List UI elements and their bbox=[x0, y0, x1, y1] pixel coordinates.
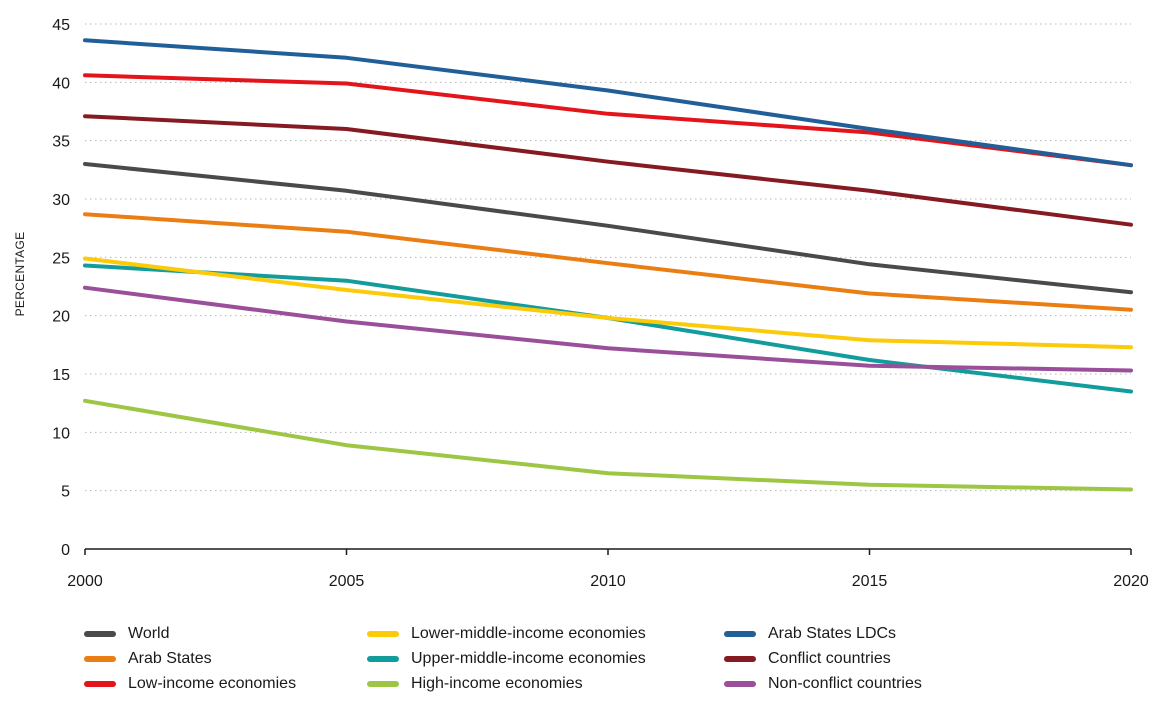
series-line-arab-states bbox=[83, 212, 1133, 312]
y-tick-label: 25 bbox=[52, 250, 70, 267]
legend-label: Upper-middle-income economies bbox=[411, 650, 646, 667]
series-line-non-conflict-countries bbox=[83, 285, 1133, 373]
series-line-conflict-countries bbox=[83, 114, 1133, 227]
legend-label: World bbox=[128, 625, 170, 642]
series-lines bbox=[83, 38, 1133, 492]
legend-item: Arab States bbox=[84, 647, 212, 671]
series-line-high-income-economies bbox=[83, 398, 1133, 492]
legend-swatch bbox=[724, 631, 756, 637]
y-tick-label: 10 bbox=[52, 425, 70, 442]
legend-item: Low-income economies bbox=[84, 672, 296, 696]
gridlines bbox=[85, 23, 1131, 492]
series-line-upper-middle-income-economies bbox=[83, 263, 1133, 394]
y-tick-label: 20 bbox=[52, 309, 70, 326]
legend-swatch bbox=[84, 656, 116, 662]
x-tick-label: 2010 bbox=[590, 573, 626, 590]
legend-item: Upper-middle-income economies bbox=[367, 647, 646, 671]
y-axis-title: PERCENTAGE bbox=[13, 232, 27, 317]
legend-item: Arab States LDCs bbox=[724, 622, 896, 646]
x-tick-label: 2015 bbox=[852, 573, 888, 590]
y-tick-label: 5 bbox=[61, 484, 70, 501]
x-axis: 2000 2005 2010 2015 2020 bbox=[67, 548, 1149, 590]
y-axis-ticks: 0 5 10 15 20 25 30 35 40 45 bbox=[52, 17, 70, 559]
y-tick-label: 15 bbox=[52, 367, 70, 384]
series-line-lower-middle-income-economies bbox=[83, 256, 1133, 350]
y-tick-label: 40 bbox=[52, 75, 70, 92]
series-line-arab-states-ldcs bbox=[83, 38, 1133, 168]
legend-label: Lower-middle-income economies bbox=[411, 625, 646, 642]
legend-label: Low-income economies bbox=[128, 675, 297, 692]
legend-swatch bbox=[367, 631, 399, 637]
legend-swatch bbox=[367, 656, 399, 662]
y-tick-label: 30 bbox=[52, 192, 70, 209]
legend-swatch bbox=[724, 681, 756, 687]
legend-swatch bbox=[367, 681, 399, 687]
legend-item: World bbox=[84, 622, 170, 646]
legend-item: High-income economies bbox=[367, 672, 583, 696]
legend-item: Conflict countries bbox=[724, 647, 891, 671]
legend-swatch bbox=[84, 631, 116, 637]
y-tick-label: 0 bbox=[61, 542, 70, 559]
series-line-world bbox=[83, 162, 1133, 295]
x-tick-label: 2020 bbox=[1113, 573, 1149, 590]
legend-label: Non-conflict countries bbox=[768, 675, 922, 692]
legend-label: High-income economies bbox=[411, 675, 583, 692]
series-line-low-income-economies bbox=[83, 73, 1133, 168]
legend-label: Arab States bbox=[128, 650, 212, 667]
legend-swatch bbox=[84, 681, 116, 687]
y-tick-label: 35 bbox=[52, 134, 70, 151]
x-tick-label: 2005 bbox=[329, 573, 365, 590]
x-tick-label: 2000 bbox=[67, 573, 103, 590]
legend-label: Arab States LDCs bbox=[768, 625, 897, 642]
legend-swatch bbox=[724, 656, 756, 662]
legend-item: Non-conflict countries bbox=[724, 672, 922, 696]
y-tick-label: 45 bbox=[52, 17, 70, 34]
legend-label: Conflict countries bbox=[768, 650, 891, 667]
legend-item: Lower-middle-income economies bbox=[367, 622, 646, 646]
